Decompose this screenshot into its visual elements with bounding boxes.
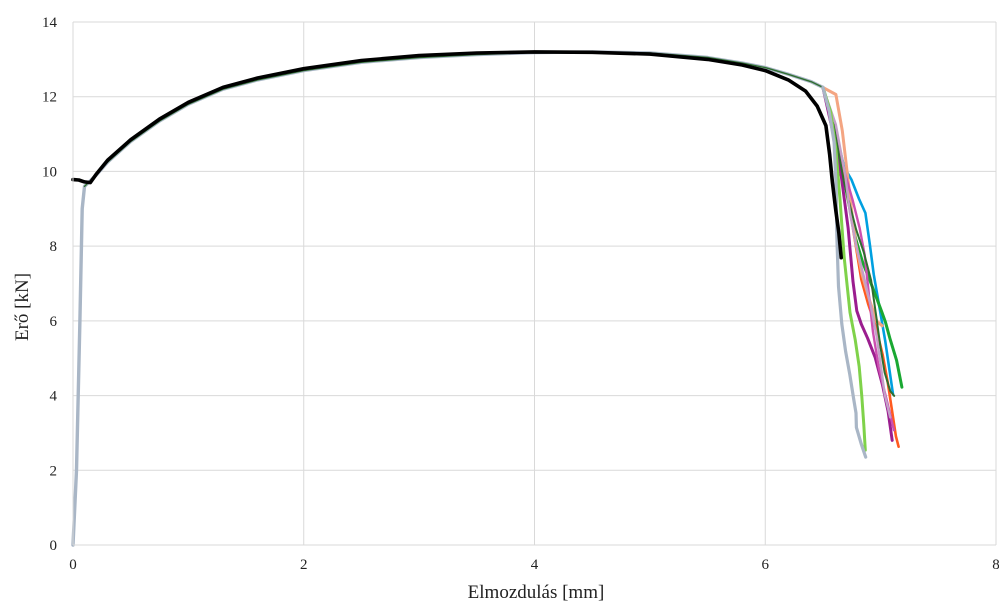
series-line [821, 85, 884, 328]
y-tick-label: 4 [50, 389, 58, 405]
y-tick-label: 12 [42, 90, 57, 106]
x-tick-label: 6 [762, 557, 770, 573]
series-line [71, 50, 843, 260]
y-tick-label: 14 [42, 15, 58, 31]
grid [72, 21, 997, 546]
y-axis-title: Erő [kN] [12, 273, 33, 341]
y-tick-label: 0 [50, 538, 58, 554]
series-group [71, 50, 904, 547]
y-tick-label: 2 [50, 463, 58, 479]
x-tick-label: 8 [992, 557, 999, 573]
series-line [821, 85, 868, 459]
y-tick-label: 6 [50, 314, 58, 330]
x-tick-label: 4 [531, 557, 539, 573]
x-axis-title: Elmozdulás [mm] [468, 582, 605, 603]
series-line [821, 86, 892, 419]
x-tick-label: 0 [69, 557, 77, 573]
x-tick-label: 2 [300, 557, 308, 573]
series-line [821, 86, 896, 397]
common-curve-overlay-line [83, 51, 824, 188]
common-curve-line [71, 50, 825, 547]
y-tick-label: 8 [50, 239, 58, 255]
axes: 0 2 4 6 8 10 12 14 0 2 4 6 8 [42, 15, 999, 573]
y-tick-label: 10 [42, 164, 57, 180]
